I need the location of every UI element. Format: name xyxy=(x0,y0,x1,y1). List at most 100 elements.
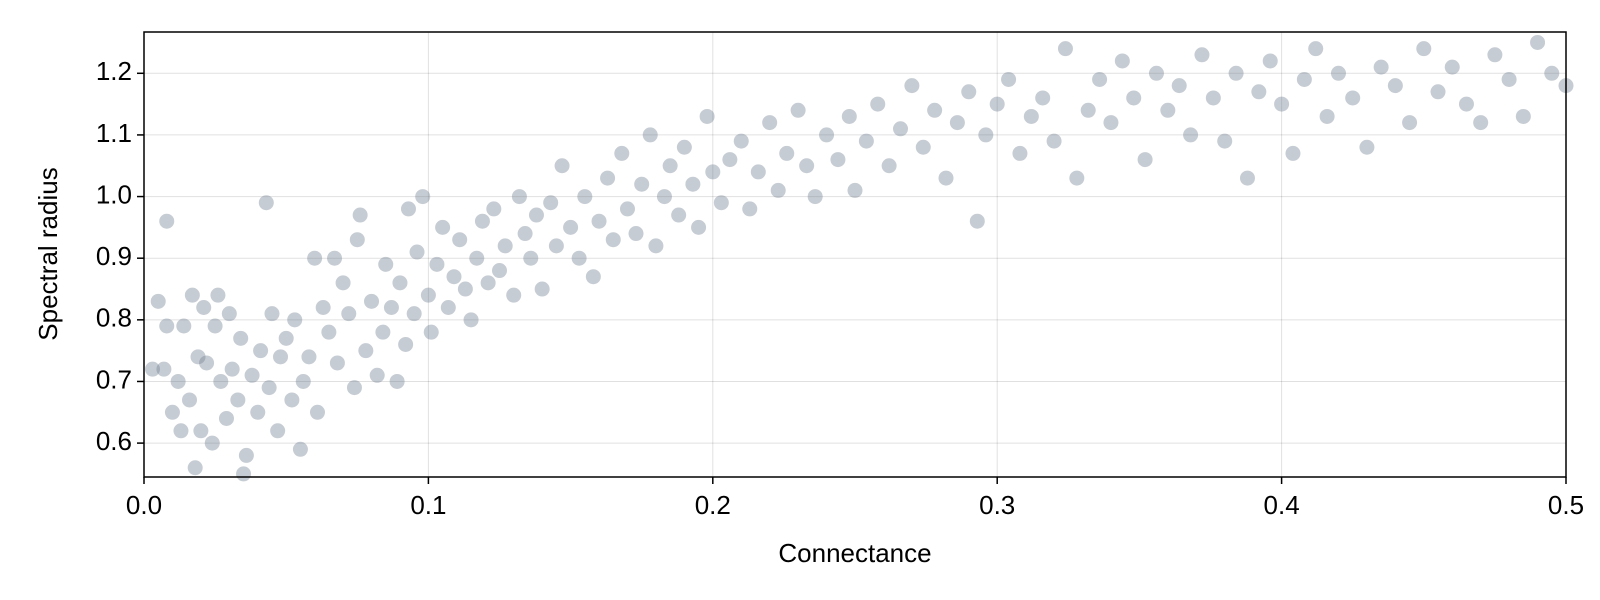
point xyxy=(492,263,507,279)
point xyxy=(893,121,909,137)
point xyxy=(563,219,579,235)
point xyxy=(1515,108,1531,124)
point xyxy=(1092,71,1108,87)
x-tick-label: 0.3 xyxy=(979,490,1015,520)
point xyxy=(1373,59,1389,75)
point xyxy=(187,460,203,476)
y-tick-label: 1.2 xyxy=(96,56,132,86)
point xyxy=(335,275,351,291)
point xyxy=(819,127,835,143)
point xyxy=(1001,71,1017,87)
point xyxy=(605,232,621,248)
point xyxy=(238,447,254,463)
point xyxy=(193,423,209,439)
point xyxy=(790,102,806,118)
point xyxy=(511,189,527,205)
point xyxy=(528,207,544,223)
x-tick-label: 0.2 xyxy=(695,490,731,520)
point xyxy=(648,238,664,254)
point xyxy=(207,318,223,334)
point xyxy=(1069,170,1085,186)
point xyxy=(1359,139,1375,155)
point xyxy=(1171,78,1187,94)
point xyxy=(164,404,180,420)
point xyxy=(474,213,490,229)
point xyxy=(1501,71,1517,87)
point xyxy=(517,226,533,242)
point xyxy=(383,300,399,316)
point xyxy=(1194,47,1210,63)
point xyxy=(548,238,564,254)
point xyxy=(295,373,311,389)
point xyxy=(341,306,357,322)
point xyxy=(480,275,496,291)
point xyxy=(358,343,374,359)
point xyxy=(1228,65,1244,81)
point xyxy=(841,108,857,124)
point xyxy=(858,133,874,149)
point xyxy=(577,189,593,205)
point xyxy=(258,195,274,211)
point xyxy=(1114,53,1130,69)
point xyxy=(685,176,701,192)
point xyxy=(1345,90,1361,106)
point xyxy=(218,410,234,426)
point xyxy=(375,324,391,340)
point xyxy=(750,164,766,180)
point xyxy=(847,182,863,198)
point xyxy=(1148,65,1164,81)
point xyxy=(1023,108,1039,124)
points xyxy=(145,34,1574,482)
point xyxy=(523,250,539,266)
point xyxy=(278,330,294,346)
point xyxy=(1251,84,1267,100)
point xyxy=(173,423,189,439)
point xyxy=(1296,71,1312,87)
point xyxy=(420,287,436,303)
point xyxy=(457,281,473,297)
point xyxy=(315,300,331,316)
point xyxy=(830,152,846,168)
point xyxy=(870,96,886,112)
point xyxy=(301,349,317,365)
point xyxy=(807,189,823,205)
point xyxy=(1262,53,1278,69)
point xyxy=(352,207,368,223)
point xyxy=(392,275,408,291)
point xyxy=(170,373,186,389)
point xyxy=(585,269,601,285)
point xyxy=(1330,65,1346,81)
point xyxy=(264,306,280,322)
point xyxy=(1035,90,1051,106)
point xyxy=(423,324,439,340)
point xyxy=(452,232,468,248)
point xyxy=(321,324,337,340)
point xyxy=(1402,115,1418,131)
point xyxy=(1530,34,1546,50)
point xyxy=(1205,90,1221,106)
point xyxy=(284,392,300,408)
point xyxy=(1103,115,1119,131)
point xyxy=(446,269,462,285)
point xyxy=(961,84,977,100)
point xyxy=(273,349,289,365)
point xyxy=(722,152,738,168)
point xyxy=(1308,41,1324,57)
point xyxy=(1126,90,1142,106)
point xyxy=(506,287,522,303)
point xyxy=(915,139,931,155)
point xyxy=(145,361,161,377)
point xyxy=(591,213,607,229)
point xyxy=(307,250,323,266)
point xyxy=(463,312,479,328)
point xyxy=(1239,170,1255,186)
point xyxy=(1319,108,1335,124)
point xyxy=(400,201,416,217)
point xyxy=(253,343,269,359)
point xyxy=(213,373,229,389)
point xyxy=(989,96,1005,112)
point xyxy=(1387,78,1403,94)
point xyxy=(233,330,249,346)
point xyxy=(261,380,277,396)
point xyxy=(398,336,414,352)
